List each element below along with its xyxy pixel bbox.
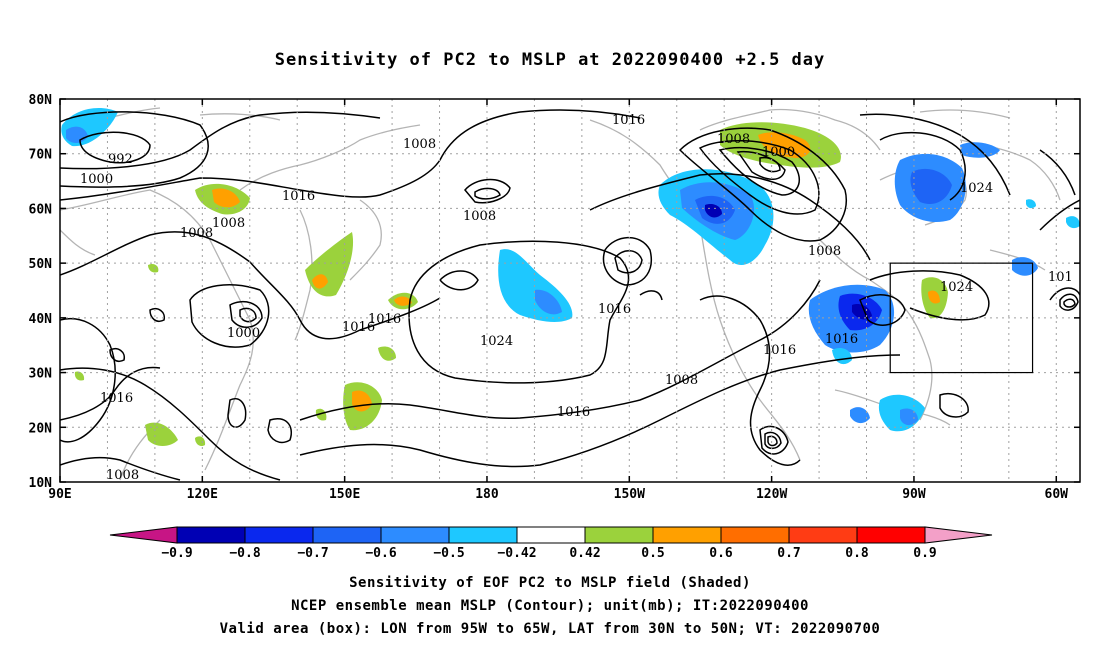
- contour-label: 992: [108, 152, 133, 167]
- lat-label: 20N: [29, 421, 53, 436]
- contour-label: 1016: [100, 391, 133, 406]
- contour-label: 1008: [463, 209, 496, 224]
- contour-label: 1000: [80, 172, 113, 187]
- lat-label: 60N: [29, 202, 53, 217]
- lat-label: 40N: [29, 312, 53, 327]
- colorbar-low-triangle: [109, 526, 178, 544]
- colorbar-label: −0.42: [497, 546, 536, 561]
- contour-label: 101: [1048, 270, 1073, 285]
- grid-lines: [60, 99, 1080, 482]
- contour-label: 1008: [403, 137, 436, 152]
- colorbar-label: −0.5: [433, 546, 464, 561]
- colorbar-swatch: [788, 526, 858, 544]
- contour-label: 1016: [368, 312, 401, 327]
- contour-label: 1024: [480, 334, 513, 349]
- colorbar-label: 0.7: [777, 546, 800, 561]
- colorbar-swatch: [856, 526, 926, 544]
- lon-label: 90W: [902, 487, 926, 502]
- colorbar-label: 0.42: [569, 546, 600, 561]
- lon-label: 150W: [614, 487, 645, 502]
- contour-label: 1016: [282, 189, 315, 204]
- lon-label: 120W: [756, 487, 787, 502]
- contour-label: 1024: [940, 280, 973, 295]
- plot-frame: [59, 98, 1081, 483]
- colorbar-swatch: [448, 526, 518, 544]
- map-title: Sensitivity of PC2 to MSLP at 2022090400…: [274, 50, 826, 70]
- lat-label: 50N: [29, 257, 53, 272]
- longitude-labels: 90E 120E 150E 180 150W 120W 90W 60W: [48, 99, 1068, 502]
- contour-label: 1016: [763, 343, 796, 358]
- colorbar-label: 0.8: [845, 546, 869, 561]
- coastlines: [60, 107, 1061, 481]
- colorbar-label: 0.9: [913, 546, 936, 561]
- colorbar-label: 0.6: [709, 546, 733, 561]
- contour-labels: 992 1000 1008 1016 1024 1000 1008 1016 1…: [80, 113, 1073, 483]
- contour-label: 1000: [227, 326, 260, 341]
- colorbar-swatch: [720, 526, 790, 544]
- contour-label: 1008: [717, 132, 750, 147]
- colorbar-label: −0.9: [161, 546, 192, 561]
- colorbar-swatch: [176, 526, 246, 544]
- lon-label: 60W: [1045, 487, 1069, 502]
- colorbar-swatch: [584, 526, 654, 544]
- lat-label: 80N: [29, 93, 53, 108]
- caption-contour: NCEP ensemble mean MSLP (Contour); unit(…: [291, 598, 809, 614]
- colorbar-swatch: [380, 526, 450, 544]
- contour-label: 1000: [762, 145, 795, 160]
- contour-label: 1016: [825, 332, 858, 347]
- contour-label: 1016: [557, 405, 590, 420]
- colorbar-swatch: [312, 526, 382, 544]
- contour-label: 1024: [960, 181, 993, 196]
- contour-label: 1008: [212, 216, 245, 231]
- colorbar-label: −0.7: [297, 546, 328, 561]
- valid-area-box: [889, 262, 1034, 374]
- lon-label: 150E: [329, 487, 360, 502]
- contour-label: 1016: [342, 320, 375, 335]
- colorbar-swatch: [516, 526, 586, 544]
- colorbar-high-triangle: [924, 526, 993, 544]
- contour-label: 1008: [106, 468, 139, 483]
- contour-label: 1008: [180, 226, 213, 241]
- lon-label: 90E: [48, 487, 71, 502]
- colorbar: −0.9 −0.8 −0.7 −0.6 −0.5 −0.42 0.42 0.5 0.6 0.7 0.…: [109, 526, 993, 561]
- lon-label: 180: [475, 487, 499, 502]
- colorbar-swatch: [244, 526, 314, 544]
- contour-label: 1008: [665, 373, 698, 388]
- caption-shaded: Sensitivity of EOF PC2 to MSLP field (Sh…: [349, 575, 751, 591]
- lat-label: 30N: [29, 367, 53, 382]
- latitude-labels: 80N 70N 60N 50N 40N 30N 20N 10N: [29, 93, 1080, 491]
- lat-label: 70N: [29, 148, 53, 163]
- contour-label: 1016: [598, 302, 631, 317]
- lat-label: 10N: [29, 476, 53, 491]
- sensitivity-shading: [61, 108, 1080, 447]
- contour-label: 1016: [612, 113, 645, 128]
- lon-label: 120E: [187, 487, 218, 502]
- colorbar-label: −0.8: [229, 546, 260, 561]
- colorbar-label: 0.5: [641, 546, 664, 561]
- colorbar-label: −0.6: [365, 546, 396, 561]
- caption-valid-area: Valid area (box): LON from 95W to 65W, L…: [219, 621, 881, 637]
- mslp-contours: [60, 109, 1080, 481]
- contour-label: 1008: [808, 244, 841, 259]
- colorbar-swatch: [652, 526, 722, 544]
